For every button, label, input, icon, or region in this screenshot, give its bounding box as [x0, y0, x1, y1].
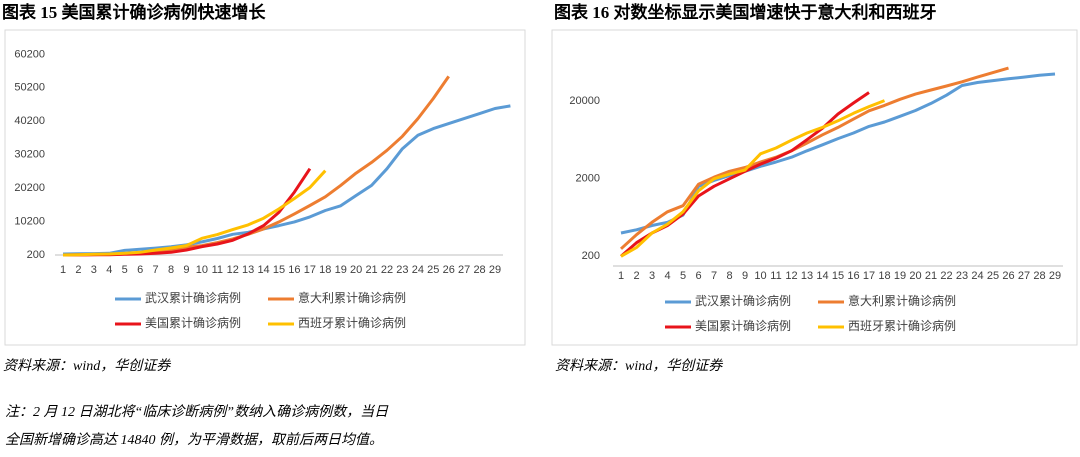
- x-tick-label: 2: [633, 270, 639, 282]
- x-tick-label: 15: [273, 264, 285, 276]
- x-tick-label: 8: [726, 270, 732, 282]
- data-line: [619, 66, 1009, 250]
- note-line: 注：2 月 12 日湖北将“临床诊断病例”数纳入确诊病例数，当日: [5, 404, 389, 420]
- legend-label: 美国累计确诊病例: [695, 318, 791, 333]
- x-tick-label: 9: [742, 270, 748, 282]
- x-tick-label: 28: [1033, 270, 1045, 282]
- x-tick-label: 3: [649, 270, 655, 282]
- y-tick-label: 200: [582, 250, 600, 262]
- x-tick-label: 7: [153, 264, 159, 276]
- y-tick-label: 20200: [14, 182, 45, 194]
- source: 资料来源：wind，华创证券: [3, 358, 171, 374]
- chart-title: 图表 15 美国累计确诊病例快速增长: [2, 2, 266, 22]
- x-tick-label: 15: [832, 270, 844, 282]
- x-tick-label: 22: [381, 264, 393, 276]
- x-tick-label: 25: [427, 264, 439, 276]
- legend-label: 武汉累计确诊病例: [145, 290, 241, 305]
- y-tick-label: 50200: [14, 82, 45, 94]
- x-tick-label: 1: [618, 270, 624, 282]
- x-tick-label: 5: [680, 270, 686, 282]
- x-tick-label: 27: [1018, 270, 1030, 282]
- y-tick-label: 2000: [576, 173, 600, 185]
- legend-label: 意大利累计确诊病例: [298, 290, 406, 305]
- x-tick-label: 17: [304, 264, 316, 276]
- x-tick-label: 12: [227, 264, 239, 276]
- y-tick-label: 200: [27, 249, 45, 261]
- x-tick-label: 2: [75, 264, 81, 276]
- note-line: 全国新增确诊高达 14840 例，为平滑数据，取前后两日均值。: [5, 432, 383, 448]
- legend-label: 美国累计确诊病例: [145, 315, 241, 330]
- x-tick-label: 13: [801, 270, 813, 282]
- x-tick-label: 27: [458, 264, 470, 276]
- x-tick-label: 14: [816, 270, 828, 282]
- x-tick-label: 11: [770, 270, 781, 282]
- x-tick-label: 1: [60, 264, 66, 276]
- x-tick-label: 4: [664, 270, 670, 282]
- x-tick-label: 23: [396, 264, 408, 276]
- x-tick-label: 9: [183, 264, 189, 276]
- y-tick-label: 30200: [14, 149, 45, 161]
- x-tick-label: 24: [412, 264, 424, 276]
- legend-label: 西班牙累计确诊病例: [848, 318, 956, 333]
- x-tick-label: 17: [863, 270, 875, 282]
- x-tick-label: 12: [785, 270, 797, 282]
- x-tick-label: 3: [91, 264, 97, 276]
- x-tick-label: 11: [212, 264, 223, 276]
- x-tick-label: 23: [956, 270, 968, 282]
- x-tick-label: 6: [137, 264, 143, 276]
- data-line: [620, 91, 870, 258]
- legend-label: 意大利累计确诊病例: [848, 293, 956, 308]
- y-tick-label: 60200: [14, 48, 45, 60]
- x-tick-label: 20: [350, 264, 362, 276]
- x-tick-label: 6: [695, 270, 701, 282]
- x-tick-label: 24: [971, 270, 983, 282]
- x-tick-label: 21: [365, 264, 377, 276]
- x-tick-label: 13: [242, 264, 254, 276]
- x-tick-label: 26: [443, 264, 455, 276]
- source: 资料来源：wind，华创证券: [555, 358, 723, 374]
- x-tick-label: 19: [894, 270, 906, 282]
- data-line: [62, 104, 511, 256]
- x-tick-label: 20: [909, 270, 921, 282]
- y-tick-label: 10200: [14, 215, 45, 227]
- x-tick-label: 8: [168, 264, 174, 276]
- x-tick-label: 19: [335, 264, 347, 276]
- x-tick-label: 10: [196, 264, 208, 276]
- legend-label: 西班牙累计确诊病例: [298, 315, 406, 330]
- x-tick-label: 21: [925, 270, 937, 282]
- chart-frame: [551, 29, 1078, 346]
- x-tick-label: 4: [106, 264, 112, 276]
- x-tick-label: 18: [878, 270, 890, 282]
- y-tick-label: 20000: [569, 95, 600, 107]
- x-tick-label: 26: [1002, 270, 1014, 282]
- x-tick-label: 10: [754, 270, 766, 282]
- x-tick-label: 29: [1049, 270, 1061, 282]
- x-tick-label: 16: [847, 270, 859, 282]
- x-tick-label: 22: [940, 270, 952, 282]
- x-tick-label: 18: [319, 264, 331, 276]
- legend-label: 武汉累计确诊病例: [695, 293, 791, 308]
- chart-title: 图表 16 对数坐标显示美国增速快于意大利和西班牙: [554, 2, 937, 22]
- chart-frame: [4, 29, 526, 346]
- data-line: [62, 169, 327, 257]
- y-tick-label: 40200: [14, 115, 45, 127]
- x-tick-label: 29: [489, 264, 501, 276]
- data-line: [620, 99, 886, 258]
- x-tick-label: 28: [473, 264, 485, 276]
- x-tick-label: 7: [711, 270, 717, 282]
- x-tick-label: 14: [257, 264, 269, 276]
- x-tick-label: 25: [987, 270, 999, 282]
- x-tick-label: 16: [288, 264, 300, 276]
- x-tick-label: 5: [122, 264, 128, 276]
